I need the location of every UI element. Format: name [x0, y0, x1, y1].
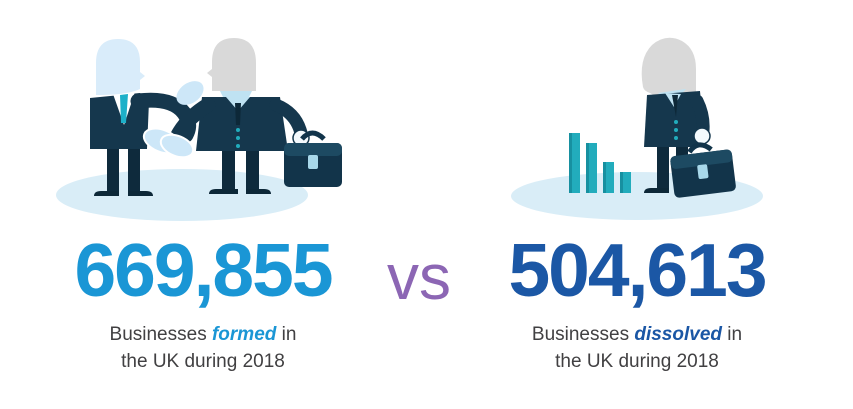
shadow-ellipse	[56, 169, 308, 221]
handshake-illustration	[56, 38, 342, 221]
briefcase-icon	[284, 130, 342, 187]
vs-label: vs	[387, 241, 451, 313]
dejected-businessman-icon	[641, 37, 711, 193]
handshake-hands-icon	[142, 127, 195, 159]
declining-bars-icon	[569, 133, 631, 193]
dissolved-caption: Businesses dissolved in the UK during 20…	[457, 321, 817, 375]
decline-illustration	[511, 37, 763, 220]
dissolved-caption-prefix: Businesses	[531, 324, 635, 345]
formed-caption-suffix: in	[276, 324, 297, 345]
dissolved-caption-highlight: dissolved	[634, 324, 723, 345]
formed-count: 669,855	[74, 228, 333, 312]
briefcase-icon	[670, 142, 736, 198]
dissolved-caption-line2: the UK during 2018	[555, 351, 719, 372]
formed-caption: Businesses formed in the UK during 2018	[23, 321, 383, 375]
formed-caption-prefix: Businesses	[109, 324, 212, 345]
dissolved-caption-suffix: in	[722, 324, 743, 345]
businessman-right-icon	[170, 38, 310, 194]
dissolved-count: 504,613	[508, 228, 767, 312]
formed-caption-highlight: formed	[211, 324, 277, 345]
formed-caption-line2: the UK during 2018	[121, 351, 285, 372]
